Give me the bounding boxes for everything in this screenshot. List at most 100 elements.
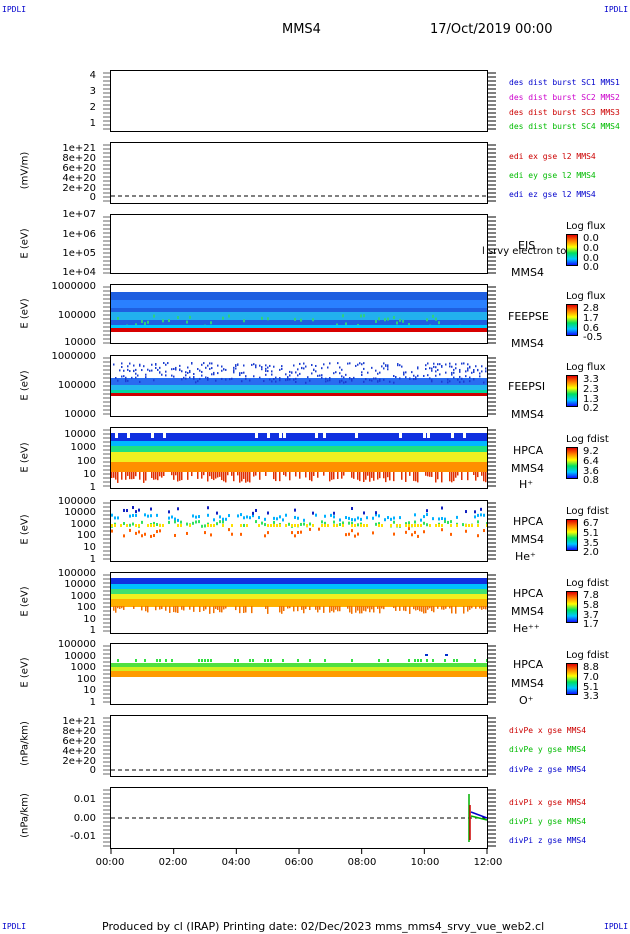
hpca-he-speck [150, 524, 152, 527]
hpca-hepp-speck [169, 606, 171, 613]
feepsi-speck [475, 365, 477, 368]
hpca-h-speck [313, 472, 315, 476]
feepsi-speck [441, 380, 443, 383]
feepsi-speck [239, 374, 241, 377]
hpca-he-speck [213, 524, 215, 527]
hpca-hepp-speck [475, 606, 477, 609]
hpca-he-speck [270, 524, 272, 527]
hpca-he-speck [372, 516, 374, 520]
feepsi-speck [431, 369, 433, 372]
feepsi-speck [417, 374, 419, 377]
feepsi-speck [293, 364, 295, 367]
colorbar-value: 8.8 [583, 662, 599, 673]
hpca-o-band [111, 663, 487, 667]
hpca-hepp-band [111, 578, 487, 584]
hpca-hepp-speck [141, 606, 143, 611]
corner-label-top-left: IPDLI [2, 5, 27, 14]
hpca-he-speck [348, 532, 350, 536]
feepsi-speck [149, 369, 151, 372]
hpca-he-speck [186, 531, 188, 535]
hpca-h-speck [317, 472, 319, 478]
hpca-o-speck [432, 659, 434, 662]
tick-label: 10000 [64, 507, 96, 518]
panel-hpca-oplus [110, 643, 488, 705]
feepse-speck [228, 314, 230, 318]
hpca-hepp-speck [431, 606, 433, 612]
feepsi-speck [465, 370, 467, 373]
hpca-hepp-speck [145, 606, 147, 612]
feepsi-speck [121, 375, 123, 378]
feepsi-speck [425, 368, 427, 371]
feepsi-speck [339, 381, 341, 384]
hpca-he-speck [180, 520, 182, 524]
feepsi-speck [245, 377, 247, 380]
feepsi-speck [361, 373, 363, 376]
hpca-he-speck [114, 516, 116, 520]
hpca-he-speck [273, 516, 275, 520]
hpca-he-speck [216, 511, 218, 515]
feepsi-speck [403, 371, 405, 374]
legend-entry: divPe y gse MMS4 [509, 745, 587, 754]
hpca-he-speck [477, 513, 479, 517]
feepsi-speck [367, 371, 369, 374]
hpca-he-speck [207, 506, 209, 510]
hpca-hepp-speck [225, 606, 227, 609]
feepsi-speck [137, 374, 139, 377]
feepsi-band [111, 385, 487, 391]
feepsi-speck [201, 363, 203, 366]
feepsi-speck [371, 379, 373, 382]
hpca-he-speck [462, 523, 464, 527]
feepsi-speck [325, 380, 327, 383]
colorbar-value: -0.5 [583, 332, 603, 343]
feepse-band [111, 300, 487, 308]
hpca-he-speck [132, 513, 134, 517]
hpca-he-speck [345, 516, 347, 520]
feepsi-speck [225, 368, 227, 371]
hpca-o-speck [237, 659, 239, 662]
instrument-label: HPCA [513, 587, 544, 600]
hpca-hepp-speck [405, 606, 407, 612]
feepsi-speck [243, 371, 245, 374]
colorbar-value: 5.1 [583, 528, 599, 539]
hpca-h-speck [389, 472, 391, 481]
hpca-he-speck [267, 531, 269, 535]
hpca-he-speck [147, 524, 149, 527]
feepsi-speck [351, 378, 353, 381]
feepsi-speck [365, 378, 367, 381]
hpca-he-speck [111, 524, 113, 527]
hpca-he-speck [150, 507, 152, 511]
species-label: He⁺⁺ [513, 622, 540, 635]
hpca-o-speck [408, 659, 410, 662]
hpca-h-gap [423, 433, 426, 438]
hpca-he-speck [333, 515, 335, 519]
hpca-he-speck [159, 524, 161, 527]
tick-label: 100000 [57, 310, 96, 321]
panel-divpe [110, 715, 488, 777]
hpca-h-speck [367, 472, 369, 476]
feepsi-speck [151, 369, 153, 372]
hpca-h-speck [417, 472, 419, 483]
hpca-he-speck [225, 517, 227, 521]
tick-label: 100 [76, 602, 96, 613]
hpca-he-speck [375, 511, 377, 515]
feepsi-speck [361, 371, 363, 374]
feepsi-speck [191, 362, 193, 365]
hpca-he-speck [186, 522, 188, 526]
colorbar-value: 2.8 [583, 303, 599, 314]
feepsi-speck [399, 364, 401, 367]
hpca-he-speck [213, 518, 215, 522]
tick-label: 4e+20 [62, 173, 96, 184]
feepsi-speck [371, 366, 373, 369]
hpca-h-speck [207, 472, 209, 482]
hpca-hepp-speck [481, 606, 483, 610]
hpca-h-speck [231, 472, 233, 476]
feepsi-speck [415, 377, 417, 380]
hpca-hepp-speck [217, 606, 219, 611]
legend-entry: des dist burst SC4 MMS4 [509, 122, 620, 131]
tick-label: 4e+20 [62, 746, 96, 757]
colorbar [566, 447, 578, 479]
hpca-he-speck [375, 522, 377, 526]
hpca-o-speck [171, 659, 173, 662]
colorbar-value: 6.7 [583, 518, 599, 529]
hpca-he-speck [129, 523, 131, 527]
